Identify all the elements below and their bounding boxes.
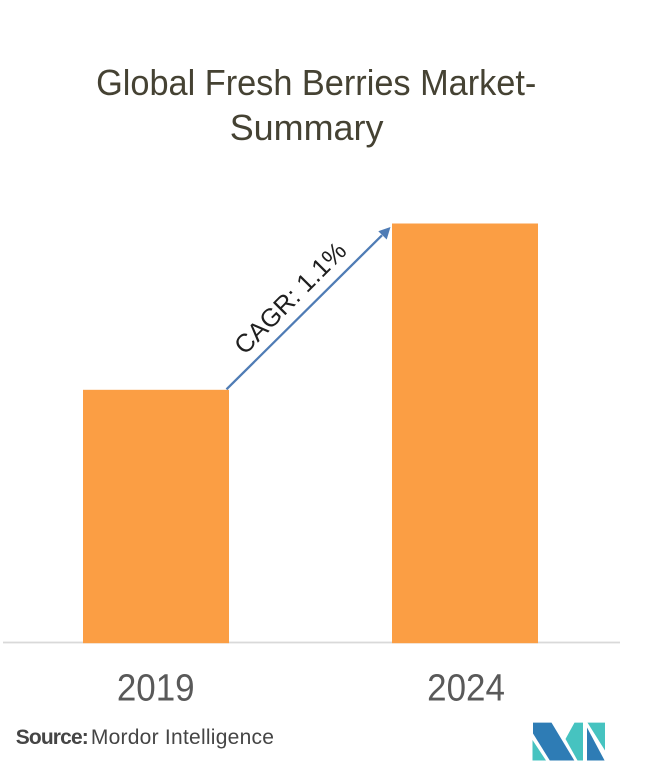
svg-text:Summary: Summary xyxy=(230,107,385,148)
svg-text:Global Fresh Berries Market-: Global Fresh Berries Market- xyxy=(96,62,536,103)
svg-text:CAGR: 1.1%: CAGR: 1.1% xyxy=(229,237,352,360)
svg-text:Source: Mordor Intelligence: Source: Mordor Intelligence xyxy=(16,726,274,749)
svg-text:2024: 2024 xyxy=(427,666,505,709)
svg-text:2019: 2019 xyxy=(117,666,195,709)
